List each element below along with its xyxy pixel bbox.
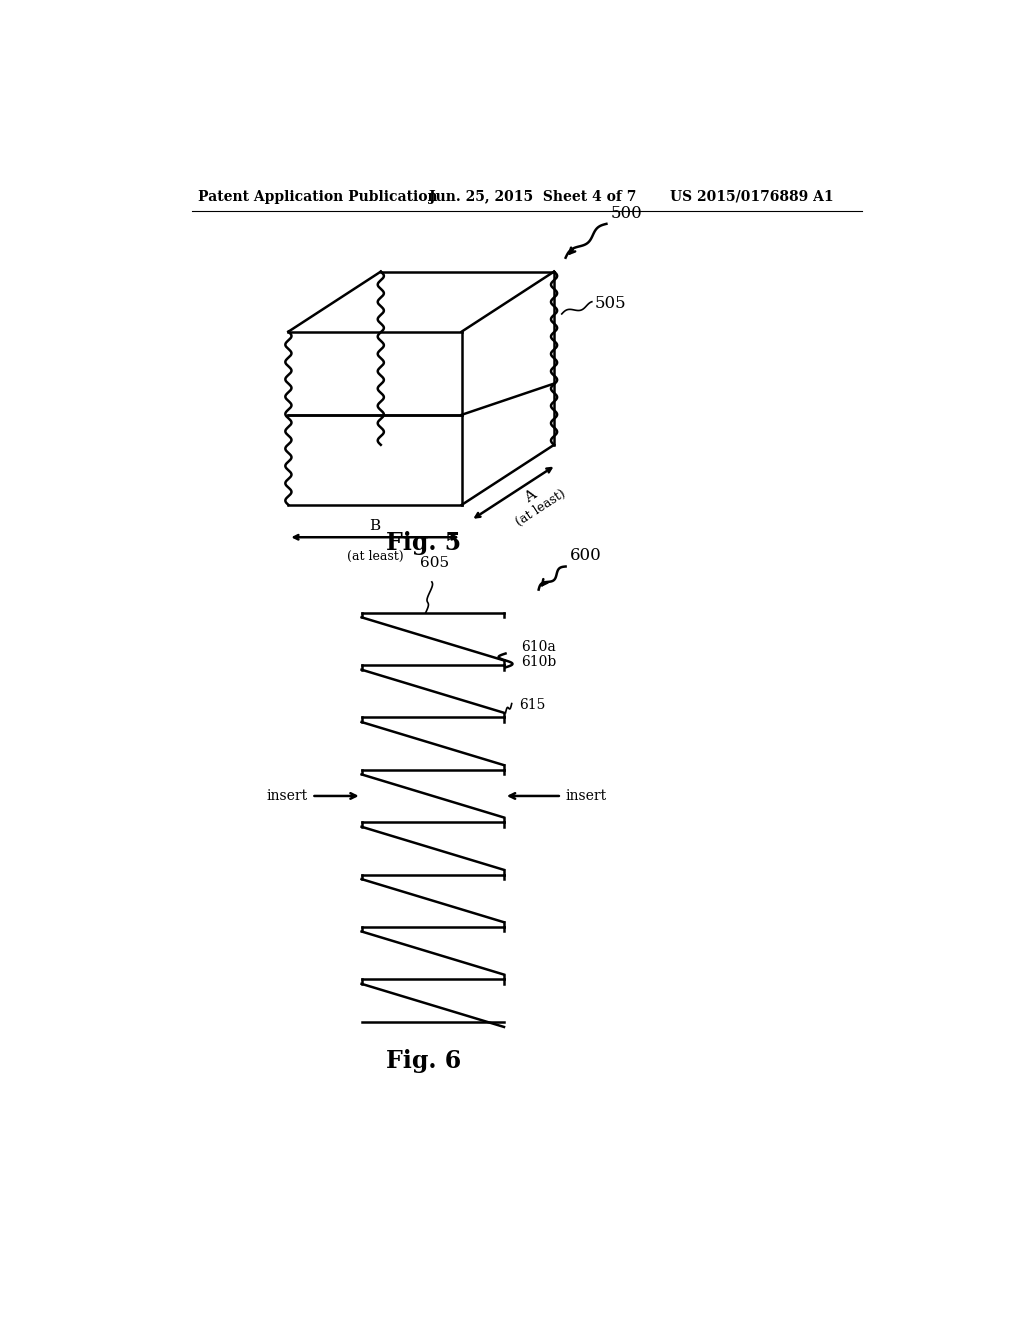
- Text: 600: 600: [569, 548, 601, 564]
- Text: 605: 605: [420, 556, 450, 570]
- Text: A: A: [522, 487, 539, 506]
- Text: insert: insert: [266, 789, 307, 803]
- Text: 500: 500: [610, 205, 642, 222]
- Text: 505: 505: [595, 296, 627, 313]
- Text: Patent Application Publication: Patent Application Publication: [199, 190, 438, 203]
- Text: insert: insert: [565, 789, 607, 803]
- Text: Jun. 25, 2015  Sheet 4 of 7: Jun. 25, 2015 Sheet 4 of 7: [429, 190, 637, 203]
- Text: Fig. 5: Fig. 5: [386, 532, 461, 556]
- Text: 610a: 610a: [521, 640, 556, 653]
- Text: 610b: 610b: [521, 655, 556, 669]
- Text: B: B: [370, 519, 381, 533]
- Text: (at least): (at least): [347, 549, 403, 562]
- Text: (at least): (at least): [513, 487, 567, 529]
- Text: Fig. 6: Fig. 6: [385, 1049, 461, 1073]
- Text: US 2015/0176889 A1: US 2015/0176889 A1: [670, 190, 834, 203]
- Text: 615: 615: [519, 698, 546, 711]
